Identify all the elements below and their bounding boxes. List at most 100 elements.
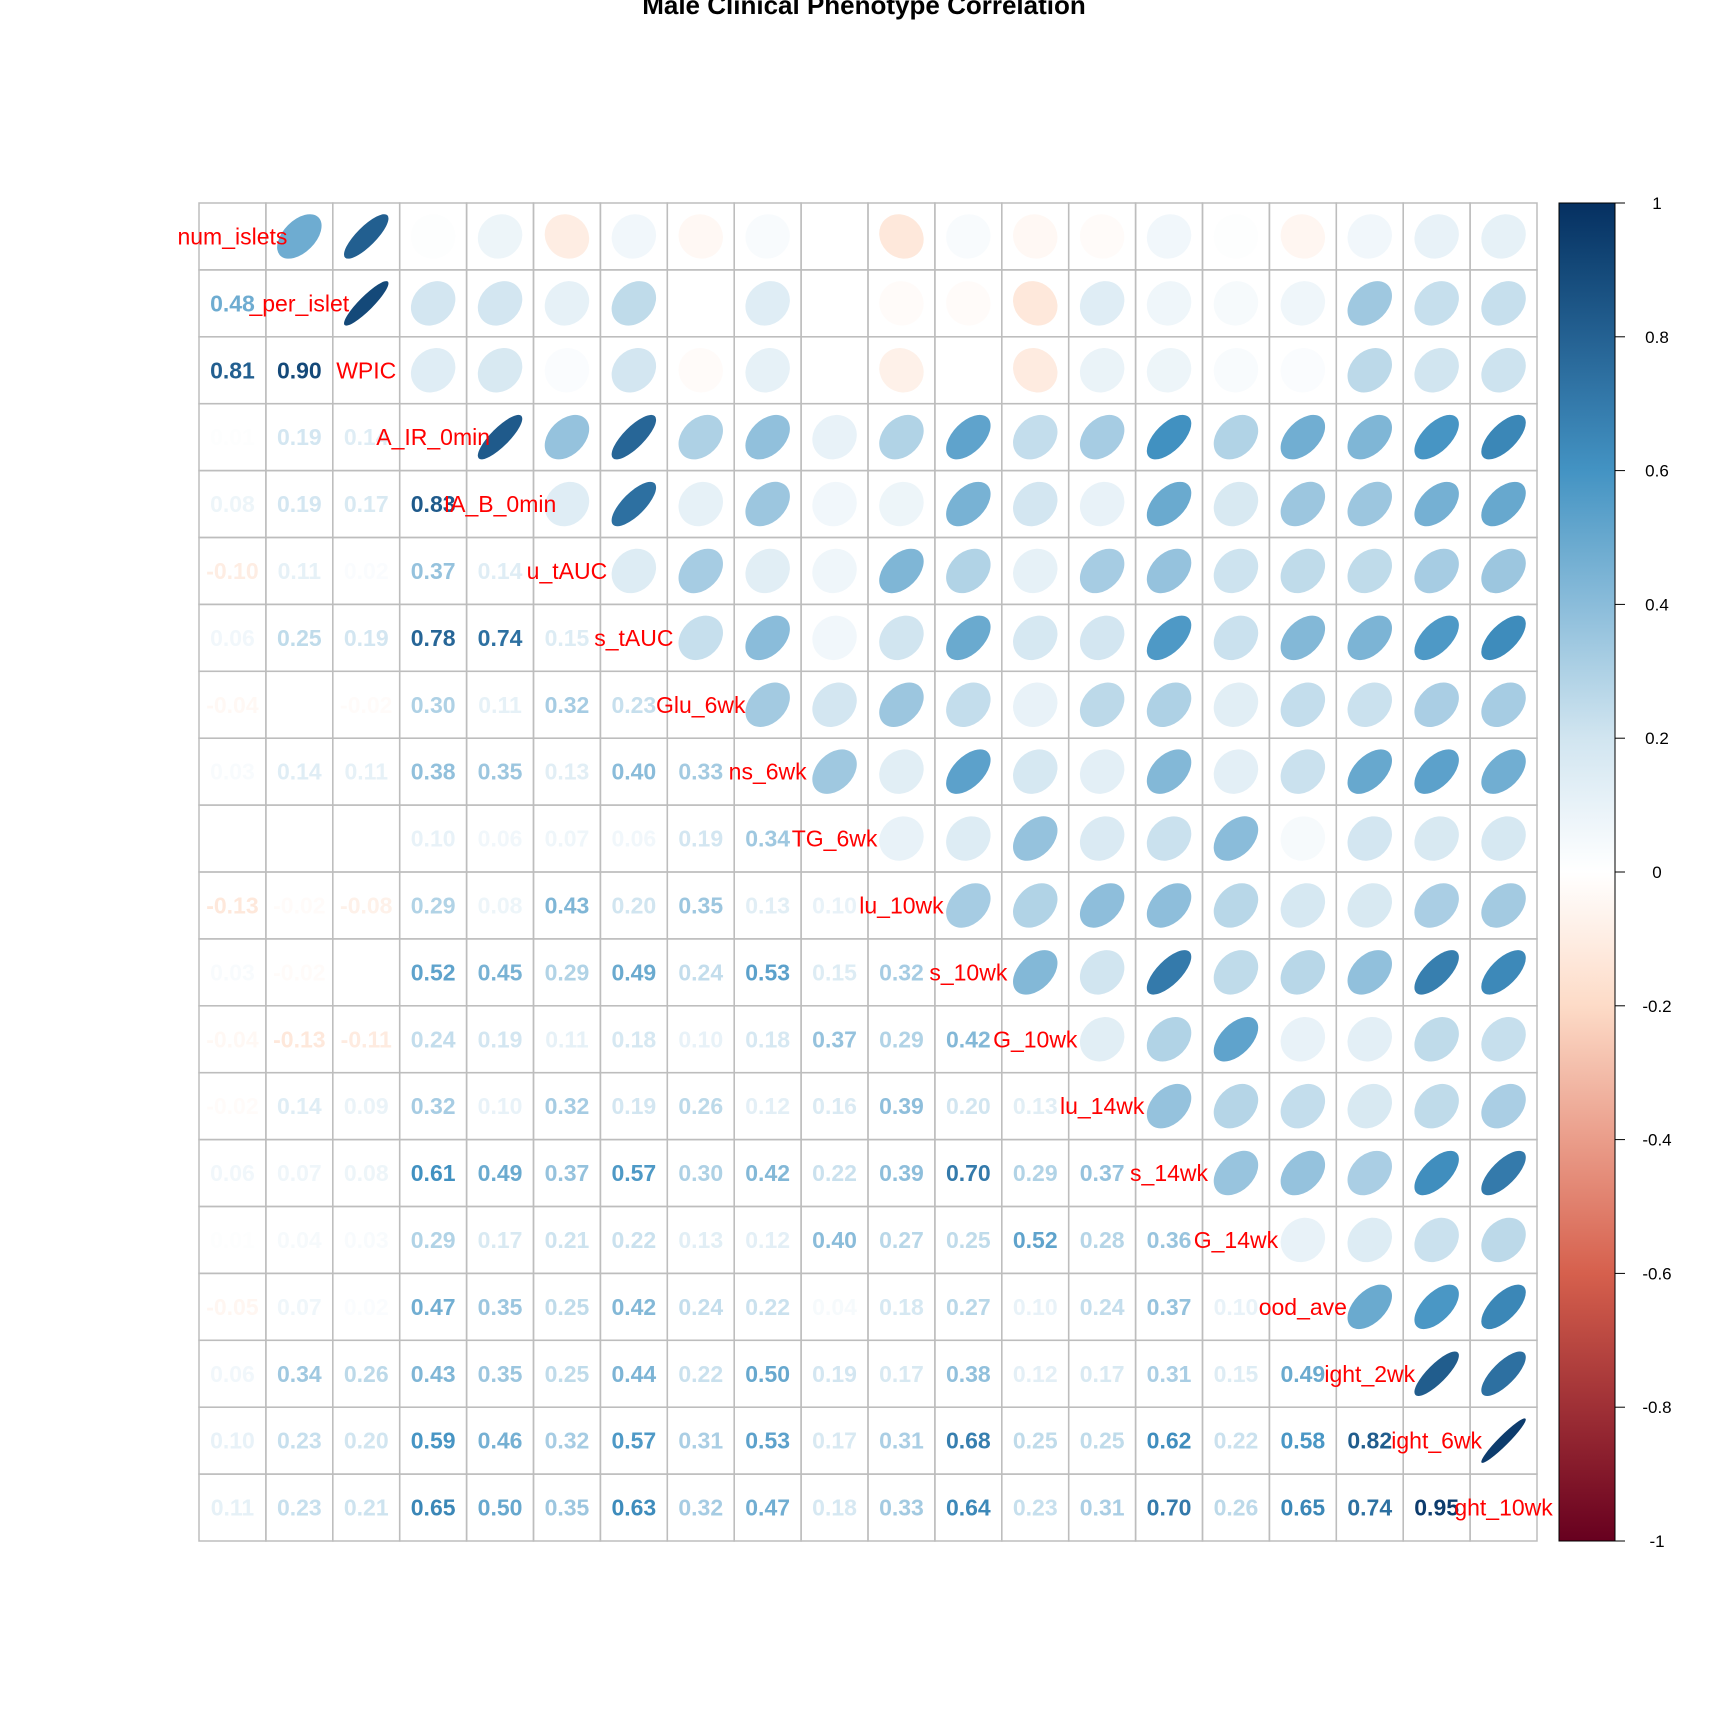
correlation-ellipse: [1079, 281, 1125, 326]
correlation-ellipse: [678, 214, 723, 259]
correlation-ellipse: [879, 749, 924, 794]
correlation-value: 0.00: [277, 692, 322, 718]
correlation-value: 0.13: [1013, 1093, 1058, 1119]
correlation-ellipse: [946, 883, 991, 928]
correlation-value: 0.19: [478, 1026, 523, 1052]
correlation-ellipse: [879, 214, 924, 259]
correlation-value: 0.16: [812, 1093, 857, 1119]
correlation-value: 0.33: [678, 759, 723, 785]
correlation-value: 0.78: [411, 625, 456, 651]
correlation-ellipse: [1414, 1083, 1459, 1129]
colorbar-bar: [1558, 202, 1616, 1542]
correlation-value: 0.44: [611, 1361, 656, 1387]
correlation-value: 0.12: [745, 1093, 790, 1119]
correlation-ellipse: [1347, 682, 1392, 727]
correlation-ellipse: [812, 749, 857, 794]
correlation-value: 0.14: [478, 558, 523, 584]
correlation-value: 0.19: [611, 1093, 656, 1119]
correlation-ellipse: [1481, 1083, 1526, 1129]
correlation-value: 0.11: [345, 759, 389, 785]
correlation-value: 0.34: [277, 1361, 322, 1387]
correlation-value: 0.37: [545, 1160, 590, 1186]
correlation-value: 0.17: [1080, 1361, 1125, 1387]
correlation-ellipse: [678, 414, 723, 460]
correlation-value: 0.25: [946, 1227, 991, 1253]
correlation-value: 0.23: [1013, 1495, 1058, 1521]
correlation-ellipse: [1347, 348, 1392, 393]
correlation-ellipse: [544, 414, 590, 460]
correlation-value: 0.65: [411, 1495, 456, 1521]
correlation-value: 0.10: [1013, 1294, 1058, 1320]
correlation-ellipse: [745, 682, 790, 727]
correlation-ellipse: [1079, 548, 1125, 594]
correlation-value: 0.64: [946, 1495, 991, 1521]
correlation-ellipse: [1414, 214, 1459, 259]
correlation-ellipse: [1414, 281, 1459, 326]
correlation-ellipse: [1213, 950, 1259, 995]
correlation-ellipse: [1079, 481, 1125, 527]
correlation-value: -0.11: [341, 1026, 392, 1052]
correlation-ellipse: [1481, 1150, 1526, 1196]
correlation-value: 0.42: [946, 1026, 991, 1052]
correlation-value: 0.31: [678, 1428, 723, 1454]
colorbar-tick-label: -0.2: [1642, 997, 1671, 1016]
correlation-value: 0.49: [1280, 1361, 1325, 1387]
correlation-value: 0.04: [277, 1227, 322, 1253]
chart-title: Male Clinical Phenotype Correlation: [642, 0, 1086, 20]
correlation-ellipse: [1280, 816, 1326, 861]
correlation-ellipse: [1280, 281, 1326, 326]
correlation-ellipse: [1079, 348, 1125, 393]
correlation-ellipse: [745, 548, 790, 594]
correlation-value: 0.17: [478, 1227, 523, 1253]
correlation-value: 0.82: [1347, 1428, 1392, 1454]
correlation-value: 0.22: [678, 1361, 723, 1387]
correlation-value: -0.05: [206, 1294, 259, 1320]
correlation-value: 0.21: [545, 1227, 590, 1253]
correlation-ellipse: [1146, 1017, 1192, 1062]
correlation-value: 0.31: [879, 1428, 924, 1454]
correlation-value: 0.00: [210, 826, 255, 852]
correlation-value: 0.35: [478, 1361, 523, 1387]
correlation-value: 0.43: [411, 1361, 456, 1387]
correlation-ellipse: [410, 281, 456, 326]
correlation-ellipse: [946, 682, 991, 727]
correlation-ellipse: [1013, 214, 1058, 259]
correlation-ellipse: [1347, 1017, 1392, 1062]
correlation-value: 0.15: [812, 959, 857, 985]
correlation-value: 0.10: [812, 892, 857, 918]
correlation-ellipse: [544, 348, 590, 393]
correlation-value: 0.58: [1280, 1428, 1325, 1454]
colorbar-legend: 1 0.8 0.6 0.4 0.2 0 -0.2 -0.4 -0.6 -0.8 -1: [1558, 194, 1672, 1551]
correlation-ellipse: [1213, 883, 1259, 928]
correlation-ellipse: [745, 348, 790, 393]
correlation-ellipse: [1481, 214, 1526, 259]
correlation-value: 0.00: [344, 826, 389, 852]
correlation-value: 0.50: [745, 1361, 790, 1387]
correlation-ellipse: [1079, 1017, 1125, 1062]
variable-label: s_tAUC: [594, 625, 673, 651]
correlation-ellipse: [1347, 1217, 1392, 1263]
correlation-ellipse: [1013, 950, 1058, 995]
correlation-ellipse: [1013, 281, 1058, 326]
correlation-ellipse: [1213, 481, 1259, 527]
correlation-value: 0.17: [812, 1428, 857, 1454]
correlation-ellipse: [1013, 883, 1058, 928]
correlation-ellipse: [1347, 481, 1392, 527]
correlation-ellipse: [477, 214, 523, 259]
correlation-value: 0.74: [478, 625, 523, 651]
correlation-ellipse: [1146, 749, 1192, 794]
correlation-value: 0.14: [277, 1093, 322, 1119]
correlation-ellipse: [879, 348, 924, 393]
correlation-ellipse: [1146, 682, 1192, 727]
correlation-value: 0.49: [478, 1160, 523, 1186]
correlation-ellipse: [1213, 548, 1259, 594]
correlation-value: 0.57: [611, 1428, 656, 1454]
correlation-ellipse: [1347, 883, 1392, 928]
correlation-ellipse: [1013, 615, 1058, 661]
correlation-ellipse: [1079, 950, 1125, 995]
correlation-ellipse: [1280, 414, 1326, 460]
correlation-ellipse: [344, 214, 389, 259]
correlation-value: 0.32: [545, 692, 590, 718]
correlation-value: 0.08: [344, 1160, 389, 1186]
correlation-ellipse: [1481, 749, 1526, 794]
